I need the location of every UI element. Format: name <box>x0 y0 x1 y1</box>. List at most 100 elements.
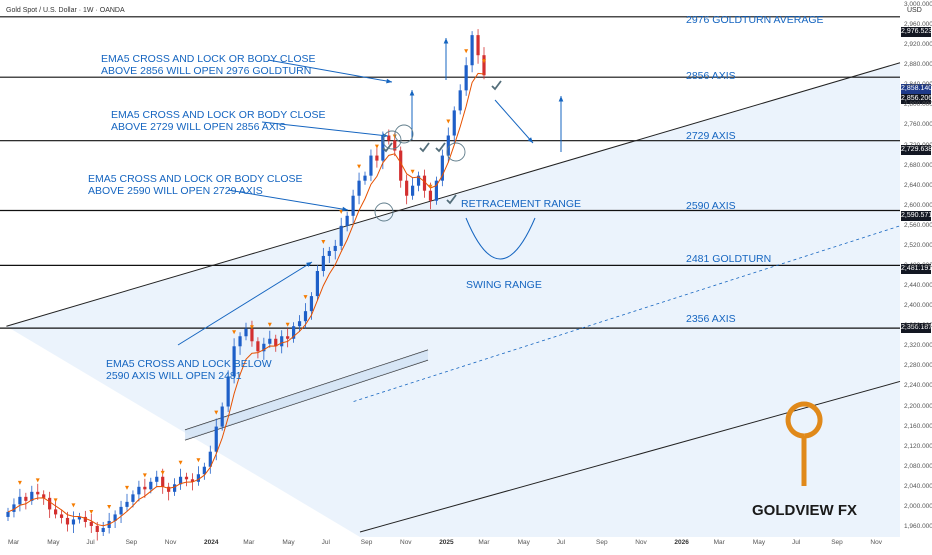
candle-body <box>24 496 28 501</box>
candle-body <box>422 175 427 191</box>
y-tick-label: 1,960.000 <box>904 522 932 530</box>
check-mark <box>419 142 430 153</box>
candle-body <box>232 346 236 377</box>
fractal-marker <box>17 480 22 485</box>
annotation-2729-note: EMA5 CROSS AND LOCK OR BODY CLOSE ABOVE 2… <box>111 109 326 133</box>
candle-body <box>369 155 373 176</box>
x-tick-label: Nov <box>635 539 647 546</box>
fractal-marker <box>357 164 362 169</box>
candle-body <box>292 326 296 339</box>
fractal-marker <box>374 144 379 149</box>
y-tick-label: 2,760.000 <box>904 121 932 129</box>
fractal-marker <box>214 410 219 415</box>
x-tick-label: Sep <box>596 539 608 546</box>
y-tick-label: 2,720.000 <box>904 141 932 149</box>
candle-body <box>95 525 99 532</box>
x-tick-label: 2024 <box>204 539 219 546</box>
annotation-2590-note: EMA5 CROSS AND LOCK OR BODY CLOSE ABOVE 2… <box>88 173 303 197</box>
check-mark <box>491 80 502 91</box>
y-tick-label: 2,520.000 <box>904 241 932 249</box>
y-tick-label: 2,960.000 <box>904 21 932 29</box>
y-tick-label: 3,000.000 <box>904 1 932 9</box>
candle-body <box>202 466 206 475</box>
candle-body <box>476 35 480 56</box>
candle-body <box>12 504 16 512</box>
fractal-marker <box>178 460 183 465</box>
annotation-2481-note: EMA5 CROSS AND LOCK BELOW 2590 AXIS WILL … <box>106 358 272 382</box>
mini-channel-fill <box>185 350 428 440</box>
highlight-circle <box>374 202 394 222</box>
candle-body <box>297 321 302 327</box>
candle-body <box>18 496 22 505</box>
fractal-marker <box>339 209 344 214</box>
candle-body <box>333 245 337 251</box>
candle-body <box>262 343 266 352</box>
y-tick-label: 2,200.000 <box>904 402 932 410</box>
y-tick-label: 2,120.000 <box>904 442 932 450</box>
candle-body <box>30 491 34 501</box>
check-mark <box>435 142 446 153</box>
candle-body <box>226 376 230 407</box>
candle-body <box>244 328 248 337</box>
price-tag-2356: 2,356.187 <box>901 323 932 333</box>
y-tick-label: 2,240.000 <box>904 382 932 390</box>
x-tick-label: 2025 <box>439 539 454 546</box>
price-tag-2729: 2,729.638 <box>901 145 932 155</box>
x-tick-label: Mar <box>243 539 255 546</box>
arrow-up-2856-head <box>409 90 415 96</box>
price-tag-2856: 2,856.206 <box>901 94 932 104</box>
x-tick-label: Nov <box>400 539 412 546</box>
candle-body <box>173 484 177 492</box>
y-tick-label: 2,400.000 <box>904 302 932 310</box>
logo-text: GOLDVIEW FX <box>752 502 857 519</box>
x-tick-label: Jul <box>792 539 801 546</box>
fractal-marker <box>89 509 94 514</box>
level-label-2729: 2729 AXIS <box>686 130 736 142</box>
candle-body <box>470 35 474 66</box>
candle-body <box>286 336 290 339</box>
y-tick-label: 2,920.000 <box>904 41 932 49</box>
y-tick-label: 2,440.000 <box>904 282 932 290</box>
fractal-marker <box>321 239 326 244</box>
candle-body <box>327 250 331 256</box>
fractal-marker <box>267 322 272 327</box>
candle-body <box>482 55 486 76</box>
candle-body <box>309 296 314 312</box>
y-tick-label: 2,560.000 <box>904 221 932 229</box>
x-tick-label: May <box>47 539 60 546</box>
candle-body <box>184 476 189 480</box>
candle-body <box>452 110 456 136</box>
retracement-range-label: RETRACEMENT RANGE <box>461 198 581 210</box>
candle-body <box>416 175 421 186</box>
arrow-down-target <box>494 99 534 144</box>
x-tick-label: Sep <box>831 539 843 546</box>
fractal-marker <box>285 322 290 327</box>
price-tag-current: 2,858.140 <box>901 84 932 94</box>
y-tick-label: 2,480.000 <box>904 261 932 269</box>
y-tick-label: 2,640.000 <box>904 181 932 189</box>
candle-body <box>71 519 76 525</box>
x-tick-label: May <box>282 539 295 546</box>
y-tick-label: 2,000.000 <box>904 502 932 510</box>
arrow-from-2481-note-head <box>306 262 312 267</box>
highlight-circle <box>446 142 466 162</box>
candle-body <box>101 527 105 532</box>
candle-body <box>250 328 254 342</box>
candle-body <box>339 225 343 246</box>
arrow-to-2856-head <box>386 78 392 84</box>
candle-body <box>89 521 93 526</box>
x-tick-label: Jul <box>86 539 95 546</box>
fractal-marker <box>71 503 76 508</box>
candle-body <box>303 311 308 322</box>
x-tick-label: 2026 <box>674 539 689 546</box>
price-tag-2590: 2,590.571 <box>901 211 932 221</box>
arrow-down-target-head <box>527 137 533 143</box>
candle-body <box>220 406 224 427</box>
y-tick-label: 2,680.000 <box>904 161 932 169</box>
fractal-marker <box>35 478 40 483</box>
candle-body <box>280 336 284 347</box>
candle-body <box>357 180 361 196</box>
candle-body <box>387 135 391 141</box>
candle-body <box>440 155 444 181</box>
